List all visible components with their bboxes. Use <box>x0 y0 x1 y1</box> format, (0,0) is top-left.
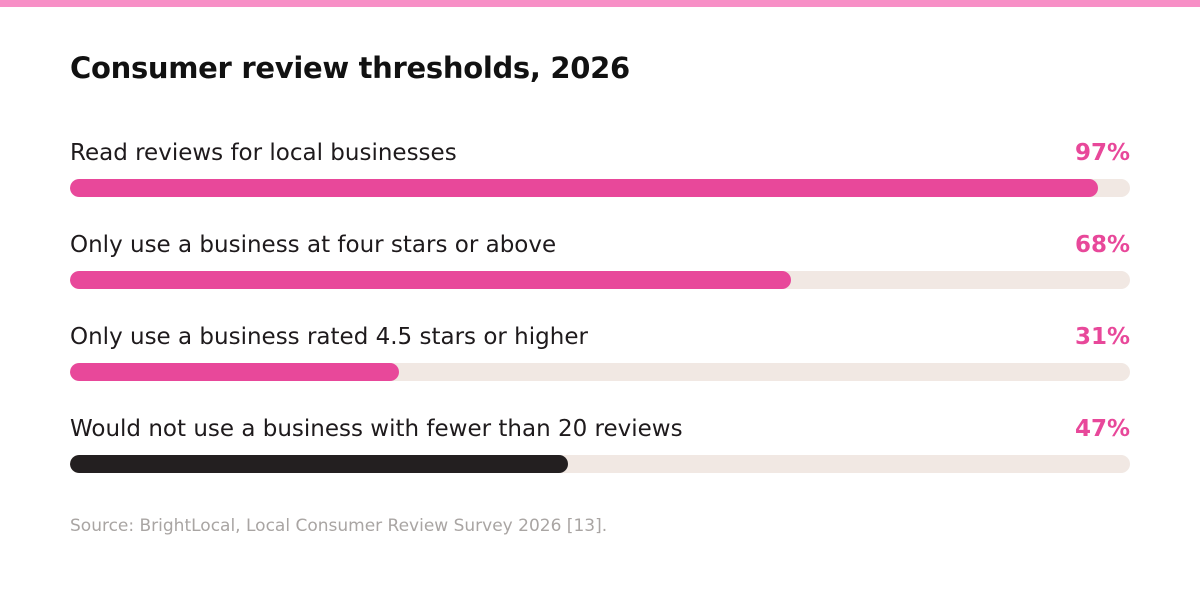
bar-track <box>70 271 1130 289</box>
bar-row: Would not use a business with fewer than… <box>70 413 1130 483</box>
chart-title: Consumer review thresholds, 2026 <box>70 51 630 85</box>
bar-fill <box>70 455 569 473</box>
bar-value-label: 68% <box>1074 232 1130 258</box>
bar-track <box>70 179 1130 197</box>
bar-label: Read reviews for local businesses <box>70 140 457 166</box>
bar-fill <box>70 363 399 381</box>
bar-track <box>70 363 1130 381</box>
bar-row: Only use a business at four stars or abo… <box>70 229 1130 299</box>
bar-fill <box>70 179 1099 197</box>
bar-fill <box>70 271 791 289</box>
bar-label: Only use a business rated 4.5 stars or h… <box>70 324 588 350</box>
bar-label: Only use a business at four stars or abo… <box>70 232 557 258</box>
bar-label: Would not use a business with fewer than… <box>70 416 683 442</box>
bar-row: Read reviews for local businesses 97% <box>70 137 1130 207</box>
bar-track <box>70 455 1130 473</box>
bar-value-label: 97% <box>1074 140 1130 166</box>
bar-value-label: 31% <box>1074 324 1130 350</box>
bar-row: Only use a business rated 4.5 stars or h… <box>70 321 1130 391</box>
bar-value-label: 47% <box>1074 416 1130 442</box>
top-accent-strip <box>0 0 1200 7</box>
source-note: Source: BrightLocal, Local Consumer Revi… <box>70 516 608 536</box>
